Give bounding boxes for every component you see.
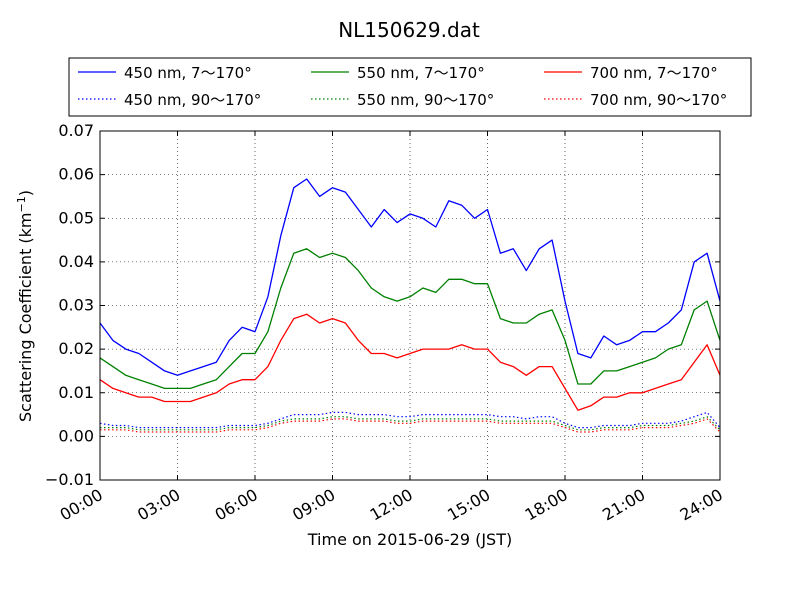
y-axis-label-close: ) bbox=[16, 190, 35, 196]
y-axis-label-main: Scattering Coefficient (km bbox=[16, 212, 35, 422]
x-axis-label: Time on 2015-06-29 (JST) bbox=[307, 530, 512, 549]
x-tick-label: 18:00 bbox=[522, 485, 571, 525]
x-tick-label: 24:00 bbox=[677, 485, 726, 525]
grid bbox=[100, 131, 720, 480]
x-tick-label: 15:00 bbox=[444, 485, 493, 525]
series-layer bbox=[99, 178, 721, 433]
series-line bbox=[99, 411, 721, 429]
y-tick-label: 0.02 bbox=[58, 339, 94, 358]
y-tick-label: 0.01 bbox=[58, 383, 94, 402]
y-tick-label: 0.04 bbox=[58, 252, 94, 271]
series-line bbox=[99, 178, 721, 376]
series-line bbox=[99, 313, 721, 411]
series-line bbox=[100, 416, 721, 431]
x-tick-label: 06:00 bbox=[212, 485, 261, 525]
legend-label: 550 nm, 7～170° bbox=[357, 64, 485, 82]
legend-label: 450 nm, 7～170° bbox=[124, 64, 252, 82]
x-tick-label: 12:00 bbox=[367, 485, 416, 525]
x-tick-label: 03:00 bbox=[134, 485, 183, 525]
y-axis-label-sup: −1 bbox=[15, 196, 28, 212]
chart-title: NL150629.dat bbox=[338, 18, 480, 42]
legend-box bbox=[68, 57, 752, 117]
y-tick-label: 0.05 bbox=[58, 208, 94, 227]
series-line bbox=[99, 248, 721, 390]
y-tick-label: 0.00 bbox=[58, 426, 94, 445]
y-tick-label: 0.03 bbox=[58, 296, 94, 315]
x-tick-label: 09:00 bbox=[289, 485, 338, 525]
y-tick-label: 0.07 bbox=[58, 121, 94, 140]
y-tick-label: 0.06 bbox=[58, 165, 94, 184]
legend-label: 700 nm, 7～170° bbox=[590, 64, 718, 82]
x-tick-label: 21:00 bbox=[599, 485, 648, 525]
legend-label: 550 nm, 90～170° bbox=[357, 91, 494, 109]
legend: 450 nm, 7～170° 550 nm, 7～170° 700 nm, 7～17… bbox=[68, 57, 752, 117]
y-tick-label: −0.01 bbox=[45, 470, 94, 489]
series-line bbox=[100, 418, 721, 433]
legend-label: 450 nm, 90～170° bbox=[124, 91, 261, 109]
legend-label: 700 nm, 90～170° bbox=[590, 91, 727, 109]
plot-area: −0.01 0.00 0.01 0.02 0.03 0.04 0.05 0.06 0.07 00:… bbox=[45, 121, 726, 525]
x-tick-label: 00:00 bbox=[57, 485, 106, 525]
y-axis-label: Scattering Coefficient (km−1) bbox=[15, 190, 35, 422]
